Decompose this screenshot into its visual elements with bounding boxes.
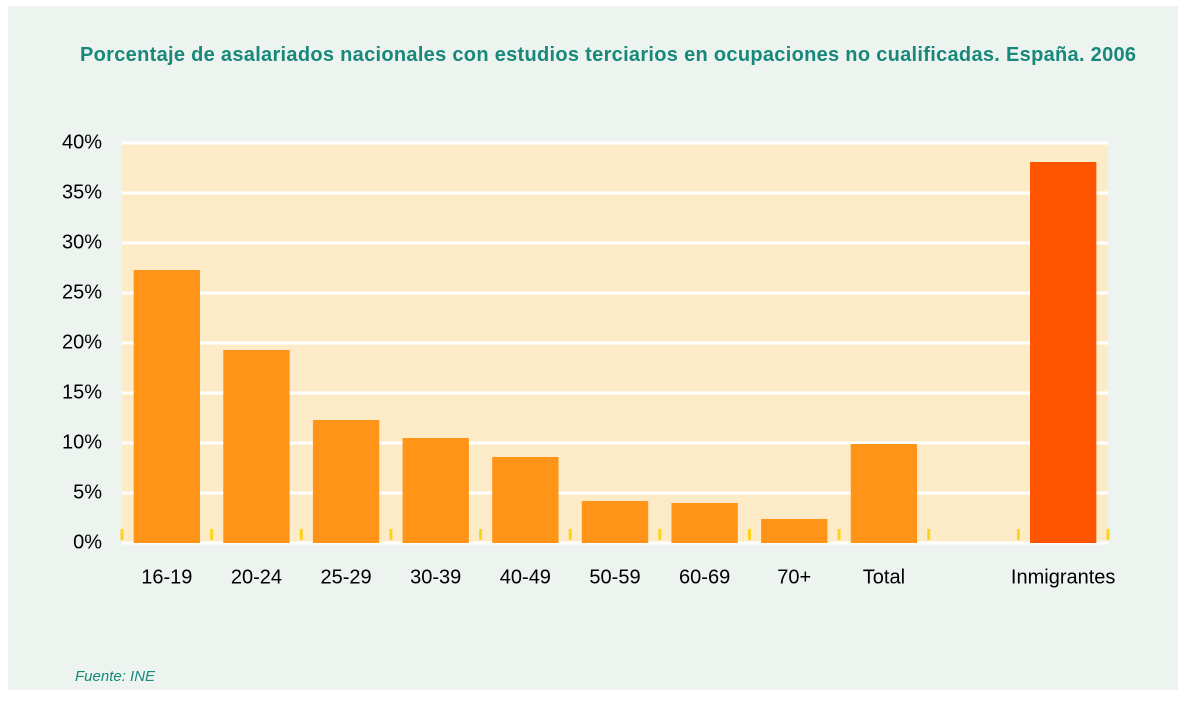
x-tick-label: 50-59 — [589, 566, 640, 588]
y-tick-label: 35% — [62, 181, 102, 203]
y-tick-label: 15% — [62, 381, 102, 403]
bar — [761, 519, 828, 543]
y-tick-label: 25% — [62, 281, 102, 303]
x-tick-label: Inmigrantes — [1011, 566, 1116, 588]
bar — [671, 503, 738, 543]
y-tick-label: 0% — [73, 531, 102, 553]
y-tick-label: 40% — [62, 131, 102, 153]
y-tick-label: 10% — [62, 431, 102, 453]
x-tick-label: 25-29 — [321, 566, 372, 588]
bar — [133, 270, 200, 543]
x-tick-label: Total — [863, 566, 905, 588]
x-tick-label: 20-24 — [231, 566, 282, 588]
y-tick-label: 30% — [62, 231, 102, 253]
bar — [312, 420, 380, 543]
bar — [850, 444, 918, 543]
bar — [1030, 162, 1097, 543]
x-tick-label: 16-19 — [141, 566, 192, 588]
bar — [223, 350, 290, 543]
y-tick-label: 5% — [73, 481, 102, 503]
x-tick-label: 30-39 — [410, 566, 461, 588]
y-tick-label: 20% — [62, 331, 102, 353]
bar — [402, 438, 469, 543]
x-tick-label: 60-69 — [679, 566, 730, 588]
bar — [581, 501, 649, 543]
source-note: Fuente: INE — [75, 668, 156, 685]
bar — [492, 457, 559, 543]
x-tick-label: 70+ — [777, 566, 811, 588]
x-tick-label: 40-49 — [500, 566, 551, 588]
chart-title: Porcentaje de asalariados nacionales con… — [80, 44, 1137, 66]
